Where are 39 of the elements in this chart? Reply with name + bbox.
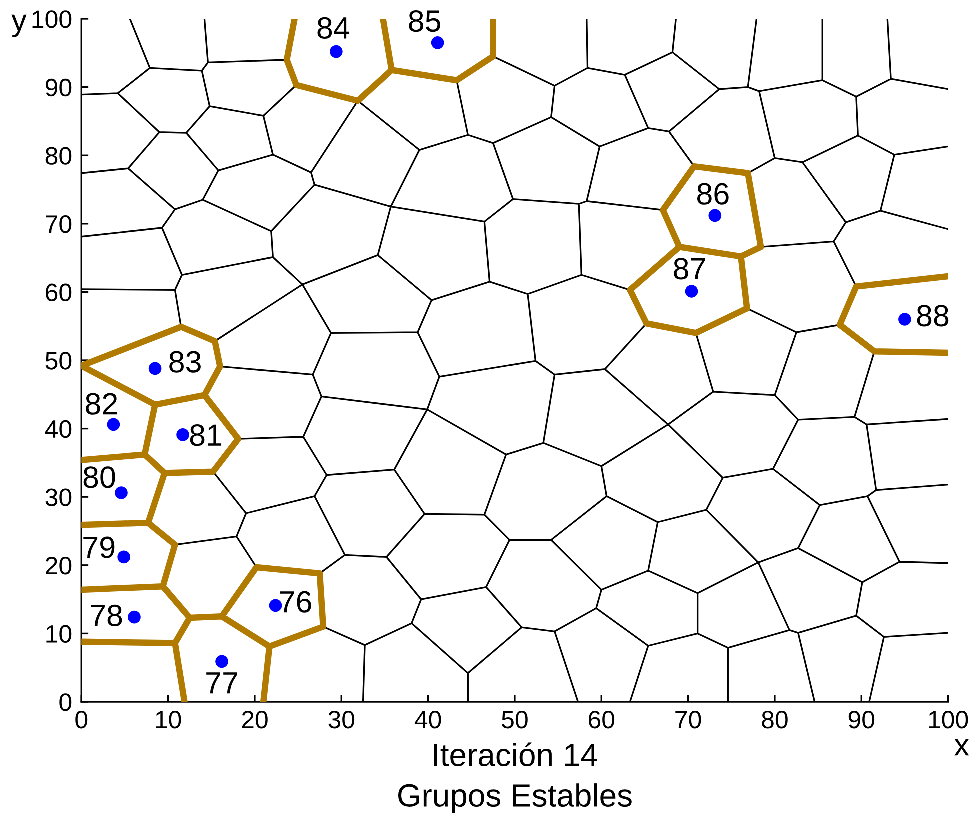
text: Iteración 14 <box>434 742 598 767</box>
annotation: 83 <box>170 351 201 373</box>
text: Grupos Estables <box>398 784 632 814</box>
annotation: 84 <box>318 17 350 39</box>
x-tick-label: 60 <box>588 711 615 729</box>
y-tick-label: 40 <box>45 420 72 438</box>
y-tick-label: 20 <box>46 557 72 575</box>
x-tick-label: 90 <box>848 711 875 729</box>
annotation: 79 <box>84 536 115 558</box>
annotation: 78 <box>91 604 122 627</box>
annotation: 87 <box>674 258 706 280</box>
x-tick-label: 30 <box>328 711 355 729</box>
annotation: 76 <box>280 591 312 613</box>
annotation: 80 <box>84 466 116 488</box>
x-axis-title: x <box>954 740 970 756</box>
annotation: 81 <box>190 424 222 446</box>
annotation: 85 <box>409 10 441 32</box>
y-tick-label: 100 <box>32 10 72 28</box>
x-tick-label: 70 <box>676 711 702 729</box>
x-tick-label: 80 <box>762 711 788 729</box>
annotation: 86 <box>697 183 729 205</box>
y-tick-label: 90 <box>46 78 72 97</box>
x-tick-label: 50 <box>502 711 528 729</box>
y-tick-label: 80 <box>46 147 72 165</box>
x-tick-label: 10 <box>156 711 182 729</box>
x-tick-label: 0 <box>76 711 88 729</box>
annotation: 77 <box>206 672 238 694</box>
x-tick-label: 100 <box>929 711 968 729</box>
y-tick-label: 70 <box>46 216 72 234</box>
y-axis-title: y <box>12 14 27 38</box>
x-tick-label: 40 <box>414 711 442 729</box>
y-tick-label: 10 <box>46 625 72 644</box>
y-tick-label: 0 <box>60 694 72 712</box>
annotation: 82 <box>86 393 118 415</box>
y-tick-label: 50 <box>46 352 72 370</box>
x-tick-label: 20 <box>242 711 268 729</box>
y-tick-label: 60 <box>46 284 72 302</box>
y-tick-label: 30 <box>46 488 72 506</box>
annotation: 88 <box>917 305 949 327</box>
